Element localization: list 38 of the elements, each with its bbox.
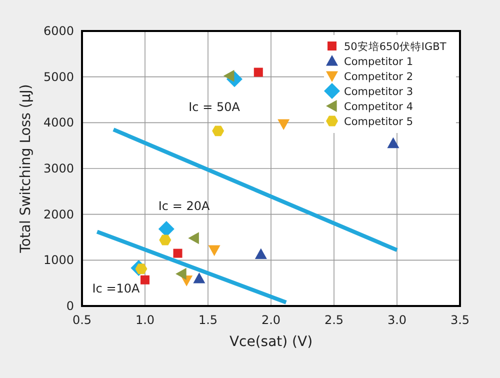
y-tick-label: 3000: [43, 162, 74, 176]
y-tick-label: 0: [66, 299, 74, 313]
x-tick-label: 2.5: [324, 313, 344, 327]
point: [173, 248, 182, 258]
y-tick-label: 1000: [43, 253, 74, 268]
x-tick-label: 0.5: [72, 313, 92, 327]
point: [159, 234, 172, 246]
y-tick-label: 6000: [43, 24, 74, 38]
legend-label: Competitor 4: [344, 101, 414, 113]
point: [193, 272, 206, 284]
point: [176, 268, 186, 280]
legend-label: 50安培650伏特IGBT: [344, 40, 447, 53]
legend-label: Competitor 3: [344, 86, 414, 98]
x-tick-label: 3.5: [450, 313, 470, 327]
point: [140, 275, 150, 284]
point: [254, 248, 267, 260]
x-tick-label: 3.0: [387, 313, 407, 327]
point: [387, 137, 400, 148]
point: [208, 245, 220, 256]
annotation: Ic =10A: [92, 281, 141, 296]
y-axis-title: Total Switching Loss (μJ): [18, 84, 34, 254]
x-tick-label: 2.0: [261, 313, 281, 327]
legend-label: Competitor 1: [344, 56, 414, 68]
x-tick-label: 1.0: [135, 313, 155, 327]
point: [212, 126, 224, 136]
annotation: Ic = 20A: [158, 198, 210, 213]
point: [158, 221, 174, 237]
point: [188, 232, 199, 244]
y-tick-label: 2000: [43, 207, 74, 222]
annotation: Ic = 50A: [188, 100, 241, 114]
point: [254, 68, 263, 77]
point: [278, 119, 290, 130]
x-tick-label: 1.5: [198, 313, 218, 327]
y-tick-label: 5000: [43, 70, 74, 84]
x-axis-title: Vce(sat) (V): [229, 334, 313, 350]
legend-label: Competitor 5: [344, 116, 414, 128]
y-tick-label: 4000: [43, 116, 74, 130]
legend-label: Competitor 2: [344, 71, 414, 83]
